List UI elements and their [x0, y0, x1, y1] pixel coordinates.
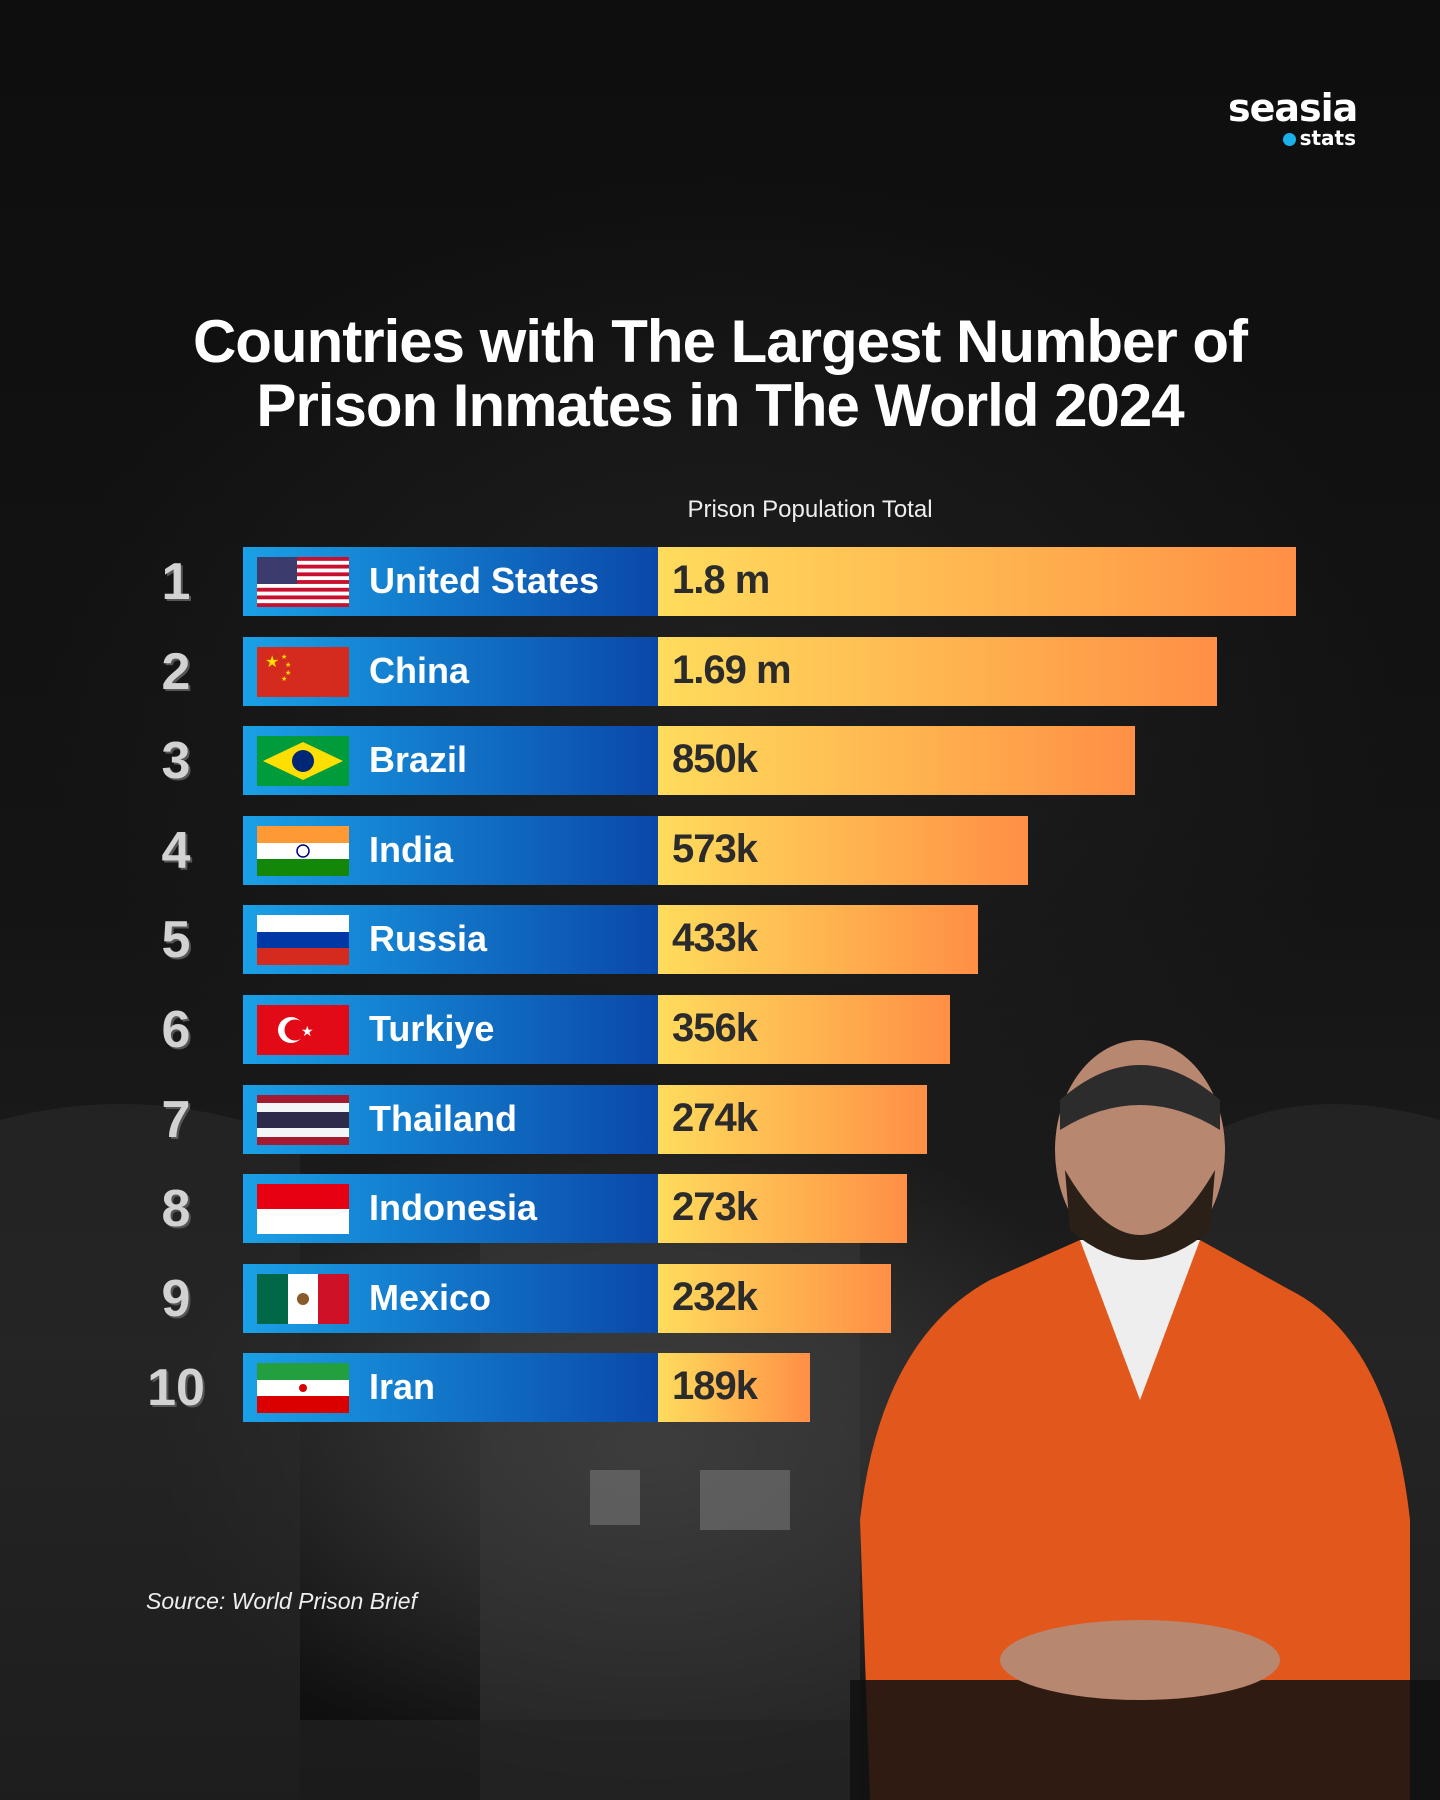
value-bar: 850k	[658, 726, 1135, 796]
bar-row: 10 Iran 189k	[0, 1353, 1440, 1423]
svg-text:★: ★	[265, 652, 279, 671]
logo-brand: seasia	[1228, 86, 1358, 130]
value-axis-label: Prison Population Total	[687, 496, 933, 523]
country-name: Iran	[369, 1366, 436, 1408]
country-label-bar: Iran	[243, 1353, 658, 1423]
bar-row: 8 Indonesia 273k	[0, 1174, 1440, 1244]
country-name: Mexico	[369, 1276, 492, 1318]
svg-text:★: ★	[285, 661, 291, 669]
rank-label: 5	[161, 911, 191, 970]
value-label: 273k	[672, 1185, 758, 1230]
brazil-flag-icon	[257, 736, 349, 787]
rank-label: 2	[161, 642, 191, 701]
country-label-bar: Mexico	[243, 1263, 658, 1333]
value-label: 189k	[672, 1364, 758, 1409]
bar-row: 3 Brazil 850k	[0, 726, 1440, 796]
rank-label: 9	[161, 1269, 191, 1328]
country-name: Russia	[369, 918, 488, 960]
country-name: China	[369, 649, 470, 691]
title-line-2: Prison Inmates in The World 2024	[256, 372, 1184, 439]
iran-flag-icon	[257, 1363, 349, 1414]
country-label-bar: ★ Turkiye	[243, 995, 658, 1064]
prisoner-image	[850, 1040, 1440, 1800]
svg-text:★: ★	[285, 669, 291, 677]
india-flag-icon	[257, 825, 349, 876]
country-label-bar: United States	[243, 547, 658, 616]
value-label: 356k	[672, 1006, 758, 1050]
bar-row: 2 ★ ★ ★ ★ ★ China 1.69 m	[0, 636, 1440, 706]
rank-label: 1	[161, 553, 191, 611]
value-label: 232k	[672, 1274, 758, 1319]
thailand-flag-icon	[257, 1094, 349, 1145]
title-line-1: Countries with The Largest Number of	[192, 308, 1248, 375]
bar-row: 7 Thailand 274k	[0, 1084, 1440, 1154]
svg-text:★: ★	[301, 1024, 314, 1040]
china-flag-icon: ★ ★★★★	[257, 646, 349, 697]
rank-label: 3	[161, 732, 191, 791]
bar-row: 6 ★ Turkiye 356k	[0, 995, 1440, 1064]
source-note: Source: World Prison Brief	[146, 1588, 417, 1614]
country-name: United States	[369, 560, 600, 601]
bar-row: 9 Mexico 232k	[0, 1263, 1440, 1333]
value-bar: 1.69 m	[658, 636, 1217, 706]
value-bar: 189k	[658, 1353, 810, 1423]
us-flag-icon	[257, 557, 349, 607]
country-label-bar: India	[243, 815, 658, 885]
country-name: Brazil	[369, 739, 468, 781]
value-bar: 232k	[658, 1263, 891, 1333]
rank-label: 10	[147, 1359, 205, 1418]
country-name: Turkiye	[369, 1008, 495, 1049]
value-label: 1.8 m	[672, 558, 770, 602]
country-name: India	[369, 828, 454, 870]
rank-label: 7	[161, 1090, 191, 1149]
mexico-flag-icon	[257, 1273, 349, 1324]
country-label-bar: Russia	[243, 905, 658, 975]
country-label-bar: Thailand	[243, 1084, 658, 1154]
country-label-bar: Brazil	[243, 726, 658, 796]
chart-title: Countries with The Largest Number of Pri…	[0, 310, 1440, 438]
rank-label: 6	[161, 1001, 191, 1059]
svg-text:★: ★	[281, 675, 287, 683]
rank-label: 8	[161, 1180, 191, 1239]
russia-flag-icon	[257, 915, 349, 966]
value-bar: 274k	[658, 1084, 927, 1154]
value-label: 850k	[672, 737, 758, 782]
value-bar: 573k	[658, 815, 1028, 885]
country-label-bar: ★ ★ ★ ★ ★ China	[243, 636, 658, 706]
country-name: Thailand	[369, 1097, 518, 1139]
country-name: Indonesia	[369, 1187, 538, 1229]
logo-s-icon	[1282, 133, 1296, 146]
value-label: 1.69 m	[672, 647, 792, 692]
value-label: 573k	[672, 826, 758, 871]
svg-text:★: ★	[281, 653, 287, 661]
indonesia-flag-icon	[257, 1184, 349, 1235]
seasia-stats-logo: seasia stats	[1228, 86, 1358, 150]
value-bar: 273k	[658, 1174, 907, 1244]
value-label: 433k	[672, 916, 758, 961]
rank-label: 4	[161, 821, 191, 880]
value-bar: 1.8 m	[658, 547, 1296, 616]
value-bar: 433k	[658, 905, 978, 975]
bar-row: 4 India 573k	[0, 815, 1440, 885]
logo-sub: stats	[1299, 126, 1356, 150]
value-label: 274k	[672, 1095, 758, 1140]
bar-row: 1 United States 1.8 m	[0, 547, 1440, 616]
value-bar: 356k	[658, 995, 950, 1064]
turkiye-flag-icon: ★	[257, 1005, 349, 1055]
country-label-bar: Indonesia	[243, 1174, 658, 1244]
bar-row: 5 Russia 433k	[0, 905, 1440, 975]
